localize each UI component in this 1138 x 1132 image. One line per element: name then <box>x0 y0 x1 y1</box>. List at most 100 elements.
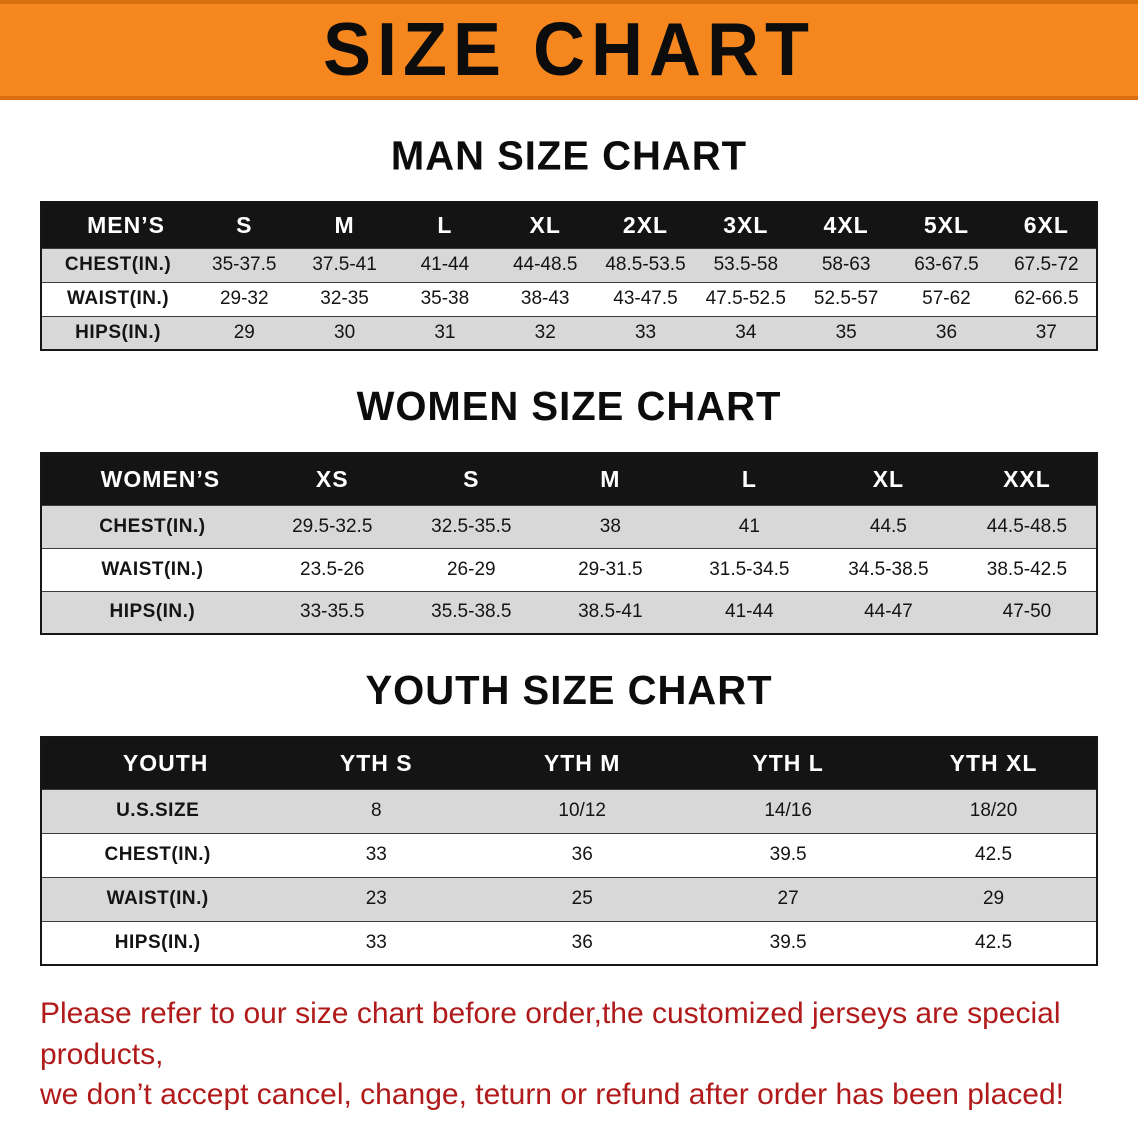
men-size-column-header: 2XL <box>622 211 669 238</box>
value-cell: 62-66.5 <box>996 281 1097 316</box>
women-size-section: WOMEN SIZE CHART WOMEN’S XS S M L XL XXL CHEST(… <box>0 385 1138 635</box>
value-cell: 32-35 <box>294 281 395 316</box>
table-row: WAIST(IN.) 23 25 27 29 <box>41 876 1097 921</box>
value-cell: 37.5-41 <box>294 247 395 282</box>
value-cell: 42.5 <box>891 832 1097 877</box>
value-cell: 31 <box>394 315 496 350</box>
value-cell: 29-32 <box>194 281 295 316</box>
value-cell: 33 <box>273 920 480 965</box>
value-cell: 32 <box>495 315 596 350</box>
row-label-cell: CHEST(IN.) <box>41 832 274 877</box>
disclaimer: Please refer to our size chart before or… <box>40 994 1098 1116</box>
value-cell: 33 <box>595 315 696 350</box>
table-row: CHEST(IN.) 35-37.5 37.5-41 41-44 44-48.5 48.5… <box>41 247 1097 282</box>
men-size-column-header: 3XL <box>723 211 769 238</box>
value-cell: 38.5-41 <box>540 590 680 634</box>
value-cell: 14/16 <box>685 788 892 833</box>
women-table-title: WOMEN’S <box>100 465 221 492</box>
women-table-header-row: WOMEN’S XS S M L XL XXL <box>41 453 1097 505</box>
value-cell: 29-31.5 <box>540 547 680 591</box>
table-row: CHEST(IN.) 33 36 39.5 42.5 <box>41 832 1097 877</box>
value-cell: 35.5-38.5 <box>401 590 541 634</box>
value-cell: 23 <box>273 876 480 921</box>
youth-size-section: YOUTH SIZE CHART YOUTH YTH S YTH M YTH L YTH… <box>0 669 1138 966</box>
men-table-title: MEN’S <box>87 211 165 238</box>
value-cell: 32.5-35.5 <box>401 504 541 548</box>
row-label-cell: CHEST(IN.) <box>41 247 195 282</box>
value-cell: 44.5 <box>818 504 958 548</box>
youth-size-column-header: YTH M <box>543 749 621 776</box>
value-cell: 8 <box>273 788 480 833</box>
value-cell: 35 <box>795 315 897 350</box>
value-cell: 25 <box>479 876 686 921</box>
banner: SIZE CHART <box>0 0 1138 100</box>
youth-table-header-row: YOUTH YTH S YTH M YTH L YTH XL <box>41 737 1097 789</box>
women-size-column-header: XL <box>872 465 905 492</box>
value-cell: 48.5-53.5 <box>595 247 696 282</box>
value-cell: 18/20 <box>891 788 1097 833</box>
disclaimer-line-1: Please refer to our size chart before or… <box>40 997 1061 1071</box>
table-row: U.S.SIZE 8 10/12 14/16 18/20 <box>41 788 1097 833</box>
youth-table-title: YOUTH <box>122 749 209 776</box>
table-row: HIPS(IN.) 33-35.5 35.5-38.5 38.5-41 41-44 44-… <box>41 590 1097 634</box>
men-size-table: MEN’S S M L XL 2XL 3XL 4XL 5XL 6XL CHEST(IN.) 35-37… <box>40 201 1098 351</box>
value-cell: 36 <box>479 920 686 965</box>
row-label-cell: CHEST(IN.) <box>41 504 263 548</box>
value-cell: 38-43 <box>495 281 596 316</box>
women-size-column-header: L <box>741 465 757 492</box>
value-cell: 33-35.5 <box>262 590 402 634</box>
value-cell: 57-62 <box>896 281 997 316</box>
men-size-section: MAN SIZE CHART MEN’S S M L XL 2XL 3XL 4XL 5XL 6XL… <box>0 134 1138 351</box>
table-row: WAIST(IN.) 29-32 32-35 35-38 38-43 43-47.5 47.… <box>41 281 1097 316</box>
value-cell: 58-63 <box>795 247 897 282</box>
row-label-cell: HIPS(IN.) <box>41 920 274 965</box>
value-cell: 38 <box>540 504 680 548</box>
value-cell: 67.5-72 <box>996 247 1097 282</box>
value-cell: 41 <box>679 504 819 548</box>
value-cell: 52.5-57 <box>795 281 897 316</box>
value-cell: 39.5 <box>685 832 892 877</box>
men-size-column-header: 6XL <box>1023 211 1069 238</box>
value-cell: 10/12 <box>479 788 686 833</box>
women-size-column-header: XS <box>315 465 349 492</box>
value-cell: 36 <box>479 832 686 877</box>
men-size-column-header: 4XL <box>823 211 869 238</box>
value-cell: 41-44 <box>679 590 819 634</box>
women-section-heading: WOMEN SIZE CHART <box>356 384 782 430</box>
row-label-cell: HIPS(IN.) <box>41 590 263 634</box>
value-cell: 34 <box>695 315 796 350</box>
youth-size-column-header: YTH XL <box>949 749 1038 776</box>
value-cell: 47.5-52.5 <box>695 281 796 316</box>
value-cell: 27 <box>685 876 892 921</box>
men-size-column-header: M <box>334 211 355 238</box>
row-label-cell: WAIST(IN.) <box>41 281 195 316</box>
women-size-column-header: XXL <box>1003 465 1051 492</box>
value-cell: 36 <box>896 315 997 350</box>
youth-size-column-header: YTH S <box>339 749 413 776</box>
value-cell: 29 <box>891 876 1097 921</box>
youth-size-column-header: YTH L <box>752 749 824 776</box>
value-cell: 63-67.5 <box>896 247 997 282</box>
men-size-column-header: S <box>236 211 253 238</box>
value-cell: 30 <box>294 315 395 350</box>
value-cell: 38.5-42.5 <box>957 547 1097 591</box>
value-cell: 43-47.5 <box>595 281 696 316</box>
women-size-column-header: S <box>463 465 480 492</box>
youth-section-heading: YOUTH SIZE CHART <box>365 668 773 714</box>
row-label-cell: WAIST(IN.) <box>41 876 274 921</box>
disclaimer-line-2: we don’t accept cancel, change, teturn o… <box>40 1078 1064 1111</box>
value-cell: 29 <box>194 315 295 350</box>
men-table-header-row: MEN’S S M L XL 2XL 3XL 4XL 5XL 6XL <box>41 202 1097 248</box>
row-label-cell: HIPS(IN.) <box>41 315 195 350</box>
table-row: HIPS(IN.) 33 36 39.5 42.5 <box>41 920 1097 965</box>
value-cell: 37 <box>996 315 1097 350</box>
value-cell: 42.5 <box>891 920 1097 965</box>
value-cell: 44.5-48.5 <box>957 504 1097 548</box>
women-size-table: WOMEN’S XS S M L XL XXL CHEST(IN.) 29.5-32.5 32.5… <box>40 452 1098 635</box>
men-size-column-header: L <box>437 211 453 238</box>
value-cell: 26-29 <box>401 547 541 591</box>
value-cell: 39.5 <box>685 920 892 965</box>
value-cell: 31.5-34.5 <box>679 547 819 591</box>
value-cell: 23.5-26 <box>262 547 402 591</box>
